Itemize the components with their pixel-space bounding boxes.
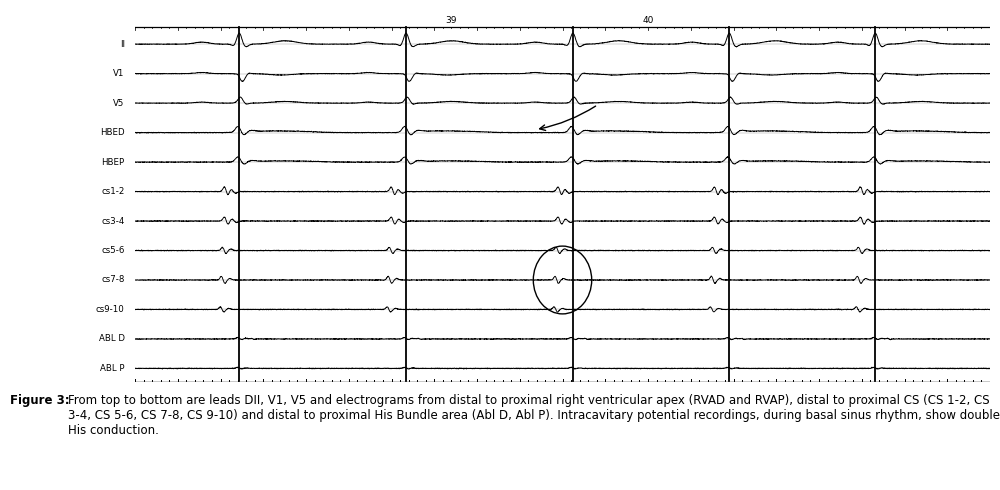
Text: Figure 3:: Figure 3:	[10, 394, 70, 408]
Text: ABL D: ABL D	[99, 335, 125, 343]
Text: cs5-6: cs5-6	[101, 246, 125, 255]
Text: V1: V1	[113, 69, 125, 78]
Text: From top to bottom are leads DII, V1, V5 and electrograms from distal to proxima: From top to bottom are leads DII, V1, V5…	[68, 394, 1000, 438]
Text: ABL P: ABL P	[100, 364, 125, 373]
Text: 40: 40	[642, 16, 654, 25]
Text: cs9-10: cs9-10	[96, 305, 125, 314]
Text: cs7-8: cs7-8	[101, 275, 125, 285]
Text: V5: V5	[113, 98, 125, 108]
Text: HBED: HBED	[100, 128, 125, 137]
Text: II: II	[120, 40, 125, 49]
Text: HBEP: HBEP	[102, 158, 125, 167]
Text: cs1-2: cs1-2	[101, 187, 125, 196]
Text: cs3-4: cs3-4	[101, 217, 125, 225]
Text: 39: 39	[446, 16, 457, 25]
